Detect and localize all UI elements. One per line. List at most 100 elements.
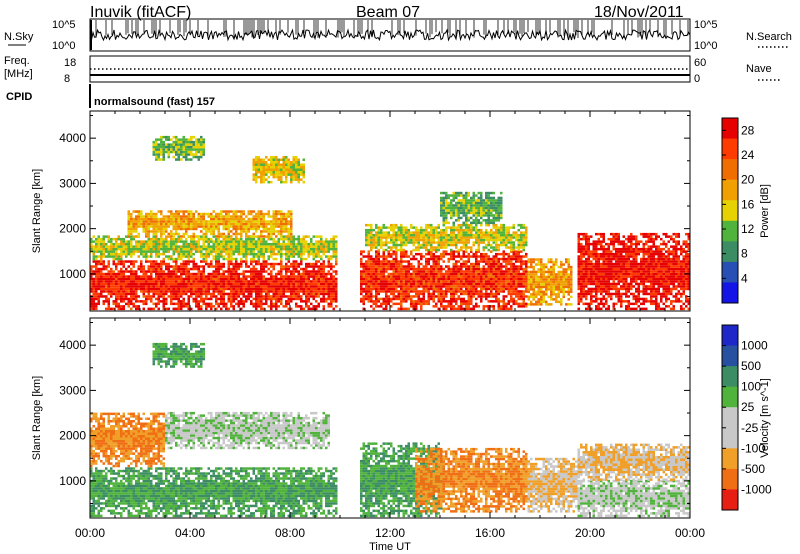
data-cell (387, 277, 390, 281)
data-cell (107, 245, 110, 248)
data-cell (432, 285, 435, 288)
data-cell (482, 277, 485, 281)
data-cell (145, 287, 148, 291)
data-cell (312, 235, 315, 238)
data-cell (422, 255, 425, 258)
data-cell (92, 250, 95, 253)
data-cell (375, 260, 378, 263)
data-cell (187, 262, 190, 266)
data-cell (460, 297, 463, 301)
data-cell (375, 295, 378, 298)
data-cell (450, 290, 453, 293)
data-cell (487, 262, 490, 266)
data-cell (292, 235, 295, 238)
data-cell (302, 163, 305, 166)
data-cell (435, 262, 438, 266)
data-cell (162, 227, 165, 231)
data-cell (385, 260, 388, 263)
data-cell (410, 250, 413, 253)
data-cell (185, 155, 188, 159)
data-cell (287, 212, 290, 216)
data-cell (185, 290, 188, 293)
data-cell (250, 222, 253, 226)
data-cell (390, 236, 393, 239)
data-cell (435, 236, 438, 239)
data-cell (197, 275, 200, 278)
data-cell (170, 287, 173, 291)
data-cell (392, 270, 395, 273)
data-cell (157, 295, 160, 298)
data-cell (425, 252, 428, 256)
data-cell (297, 290, 300, 293)
data-cell (372, 236, 375, 239)
data-cell (212, 250, 215, 253)
data-cell (397, 302, 400, 306)
data-cell (335, 290, 338, 293)
data-cell (245, 245, 248, 248)
data-cell (227, 297, 230, 301)
data-cell (210, 250, 213, 253)
data-cell (230, 270, 233, 273)
data-cell (172, 250, 175, 253)
data-cell (135, 242, 138, 246)
data-cell (505, 260, 508, 263)
data-cell (205, 227, 208, 231)
data-cell (155, 285, 158, 288)
data-cell (202, 143, 205, 146)
data-cell (260, 280, 263, 283)
data-cell (367, 285, 370, 288)
data-cell (267, 282, 270, 286)
data-cell (195, 292, 198, 296)
data-cell (142, 247, 145, 251)
data-cell (385, 292, 388, 296)
data-cell (452, 305, 455, 308)
data-cell (172, 270, 175, 273)
data-cell (230, 215, 233, 218)
data-cell (435, 233, 438, 237)
data-cell (267, 255, 270, 258)
data-cell (382, 231, 385, 234)
data-cell (145, 240, 148, 243)
data-cell (262, 161, 265, 164)
data-cell (412, 255, 415, 258)
nave-label: Nave (746, 63, 772, 75)
data-cell (257, 242, 260, 246)
data-cell (307, 250, 310, 253)
data-cell (500, 262, 503, 266)
data-cell (250, 260, 253, 263)
data-cell (507, 262, 510, 266)
data-cell (300, 257, 303, 261)
data-cell (205, 297, 208, 301)
data-cell (270, 232, 273, 236)
data-cell (252, 270, 255, 273)
data-cell (212, 285, 215, 288)
data-cell (367, 241, 370, 244)
data-cell (420, 292, 423, 296)
data-cell (290, 161, 293, 164)
data-cell (277, 280, 280, 283)
data-cell (382, 272, 385, 276)
data-cell (280, 180, 283, 184)
data-cell (157, 222, 160, 226)
data-cell (517, 295, 520, 298)
data-cell (137, 232, 140, 236)
data-cell (270, 250, 273, 253)
data-cell (272, 158, 275, 161)
data-cell (200, 135, 203, 139)
data-cell (195, 155, 198, 159)
data-cell (310, 285, 313, 288)
data-cell (222, 225, 225, 228)
data-cell (335, 280, 338, 283)
data-cell (290, 247, 293, 251)
data-cell (150, 265, 153, 268)
data-cell (422, 280, 425, 283)
data-cell (195, 290, 198, 293)
data-cell (407, 290, 410, 293)
data-cell (147, 290, 150, 293)
data-cell (225, 280, 228, 283)
data-cell (177, 292, 180, 296)
data-cell (162, 220, 165, 223)
data-cell (505, 282, 508, 286)
data-cell (197, 145, 200, 149)
data-cell (362, 287, 365, 291)
